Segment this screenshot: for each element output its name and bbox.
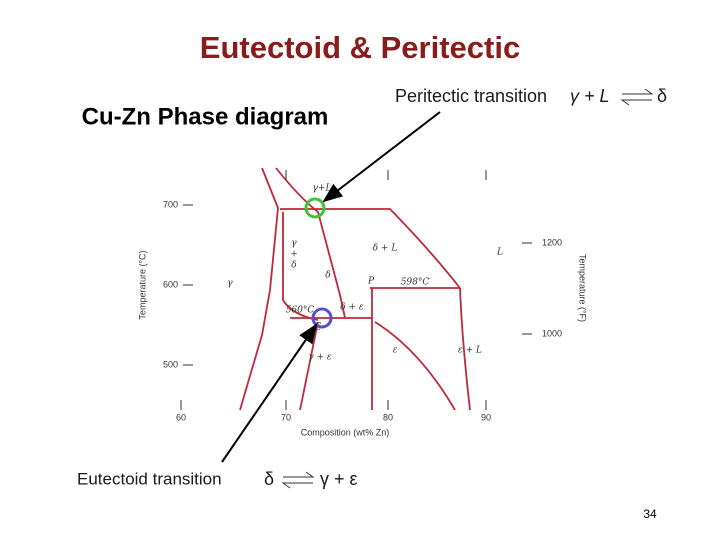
phase-diagram: 60 70 80 90 700 600 500 1200 1000 Compos…	[137, 167, 588, 437]
x-tick-label: 60	[176, 412, 186, 422]
phase-label: γ	[291, 239, 297, 249]
y-tick-label: 700	[163, 199, 178, 209]
y2-axis-label: Temperature (°F)	[578, 254, 588, 322]
equilibrium-arrow	[281, 471, 315, 489]
equilibrium-arrow	[620, 88, 654, 106]
phase-label: γ	[227, 279, 233, 289]
phase-label: δ + L	[373, 244, 398, 254]
title: Eutectoid & Peritectic	[200, 30, 520, 65]
y-axis-label: Temperature (°C)	[137, 250, 147, 319]
peritectic-point	[304, 197, 326, 219]
eutectoid-right: γ + ε	[320, 469, 358, 489]
pointer-arrow	[322, 111, 441, 203]
phase-label: δ	[291, 261, 296, 271]
x-tick-label: 90	[481, 412, 491, 422]
phase-label: γ + ε	[308, 353, 332, 363]
peritectic-left: γ + L	[570, 86, 610, 106]
peritectic-right: δ	[657, 86, 667, 106]
phase-label: δ + ε	[340, 303, 364, 313]
phase-label: 598°C	[401, 278, 430, 288]
peritectic-label: Peritectic transition	[395, 86, 547, 106]
phase-label: P	[367, 277, 375, 287]
x-tick-label: 80	[383, 412, 393, 422]
y2-tick-label: 1000	[542, 328, 562, 338]
eutectoid-label: Eutectoid transition	[77, 469, 222, 488]
subtitle: Cu-Zn Phase diagram	[82, 103, 329, 130]
phase-label: L	[496, 248, 503, 258]
y2-tick-label: 1200	[542, 237, 562, 247]
pointer-arrow	[221, 323, 318, 463]
phase-label: γ+L	[313, 184, 332, 194]
x-axis-label: Composition (wt% Zn)	[301, 427, 390, 437]
page-number: 34	[643, 507, 657, 521]
phase-label: 560°C	[286, 306, 315, 316]
y-tick-label: 500	[163, 359, 178, 369]
phase-label: +	[290, 250, 298, 260]
y-tick-label: 600	[163, 279, 178, 289]
phase-label: ε	[393, 346, 398, 356]
eutectoid-left: δ	[264, 469, 274, 489]
phase-label: δ	[325, 271, 330, 281]
x-tick-label: 70	[281, 412, 291, 422]
eutectoid-point	[311, 307, 333, 329]
phase-label: ε + L	[458, 346, 482, 356]
